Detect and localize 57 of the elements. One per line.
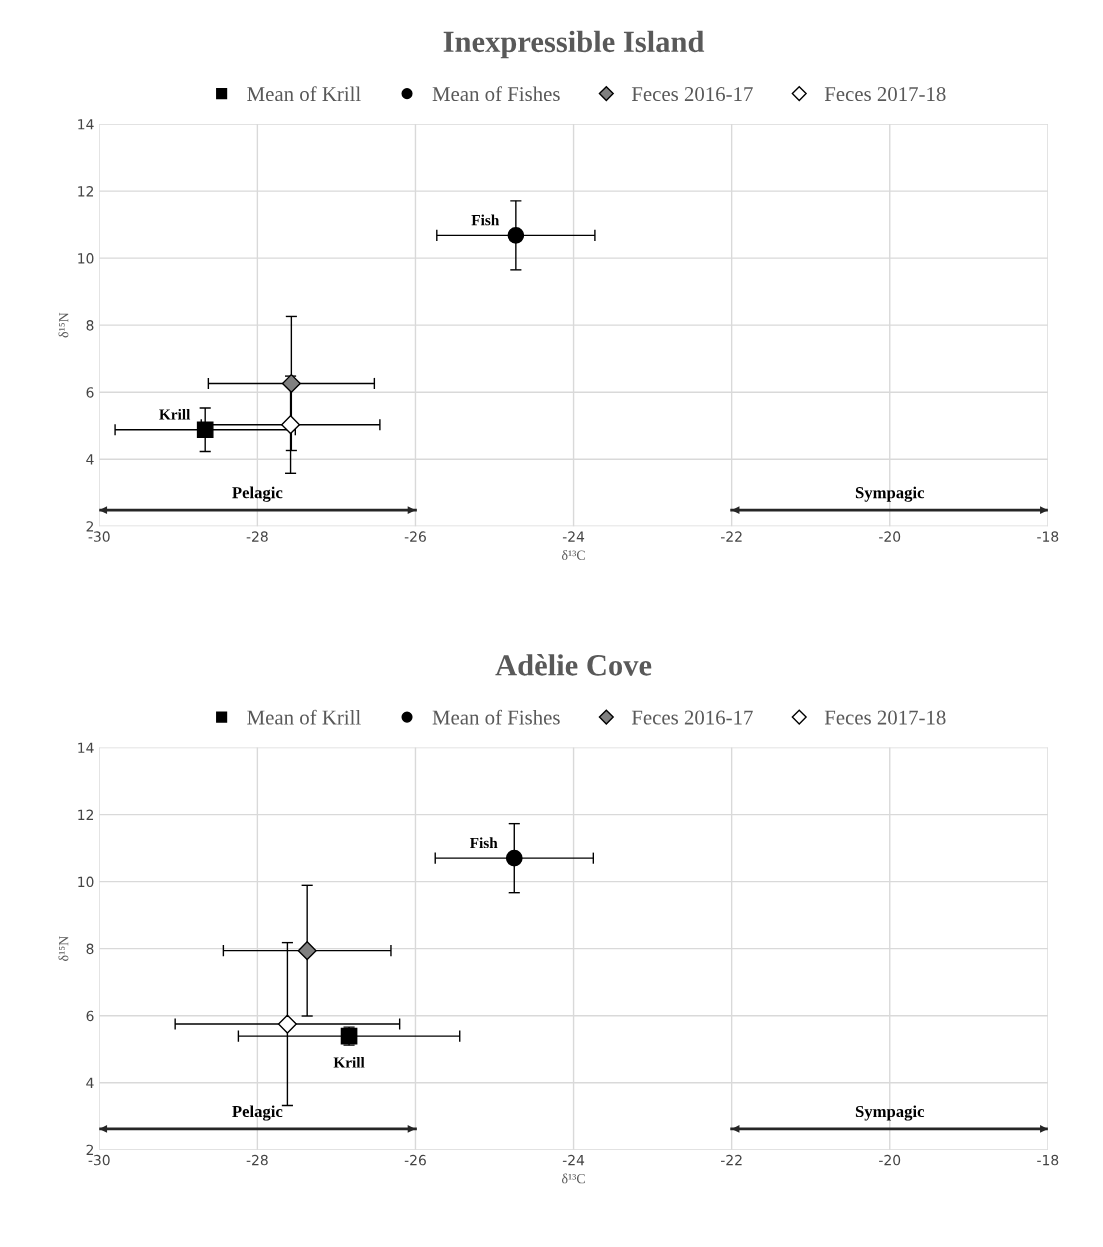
series-label: Pelagic <box>232 486 283 502</box>
x-axis-title: δ¹³C <box>562 550 585 560</box>
legend-label: Feces 2016-17 <box>631 87 753 102</box>
y-tick-label: 2 <box>86 1144 94 1156</box>
y-tick-label: 10 <box>78 253 94 264</box>
x-tick-label: -22 <box>720 1154 742 1166</box>
point <box>281 373 301 394</box>
y-axis-title: δ¹⁵N <box>58 936 69 961</box>
point <box>505 849 523 867</box>
x-tick-label: -24 <box>562 1154 585 1166</box>
y-tick-label: 14 <box>78 119 94 130</box>
legend-label: Feces 2017-18 <box>824 710 946 725</box>
x-tick-label: -28 <box>246 1154 268 1166</box>
x-tick-label: -28 <box>246 531 268 542</box>
y-axis-title: δ¹⁵N <box>58 312 69 338</box>
series-label: Sympagic <box>855 486 925 502</box>
y-tick-label: 6 <box>86 1010 94 1022</box>
annotation: Krill <box>159 408 191 420</box>
legend-label: Feces 2017-18 <box>824 87 946 102</box>
legend-label: Mean of Fishes <box>432 709 560 725</box>
y-tick-label: 14 <box>78 742 94 753</box>
x-axis-title: δ¹³C <box>562 1173 585 1184</box>
x-tick-label: -18 <box>1037 1154 1059 1166</box>
x-tick-label: -22 <box>720 531 742 542</box>
y-tick-label: 6 <box>86 387 94 398</box>
x-tick-label: -30 <box>88 1154 110 1166</box>
legend-label: Mean of Krill <box>247 86 361 102</box>
legend-label: Mean of Fishes <box>432 86 560 102</box>
x-tick-label: -30 <box>88 531 110 542</box>
x-tick-label: -20 <box>879 1154 901 1166</box>
point <box>507 227 525 244</box>
x-tick-label: -18 <box>1037 531 1059 542</box>
y-tick-label: 12 <box>78 809 94 820</box>
y-tick-label: 8 <box>86 320 94 331</box>
annotation: Fish <box>469 837 498 849</box>
y-tick-label: 8 <box>86 943 94 955</box>
point <box>196 421 214 439</box>
series-label: Pelagic <box>232 1105 283 1121</box>
y-tick-label: 12 <box>78 186 94 197</box>
y-tick-label: 4 <box>86 1077 94 1088</box>
y-tick-label: 4 <box>86 454 94 465</box>
x-tick-label: -26 <box>404 531 426 542</box>
point <box>277 1014 297 1034</box>
x-tick-label: -20 <box>879 531 901 542</box>
point <box>281 415 301 435</box>
x-tick-label: -26 <box>404 1154 426 1166</box>
chart-title: Inexpressible Island <box>443 30 705 59</box>
legend-label: Feces 2016-17 <box>631 710 753 725</box>
legend-label: Mean of Krill <box>247 709 361 725</box>
series-label: Sympagic <box>855 1105 925 1121</box>
x-tick-label: -24 <box>562 531 585 542</box>
annotation: Krill <box>333 1056 365 1068</box>
annotation: Fish <box>471 214 500 226</box>
y-tick-label: 10 <box>78 876 94 888</box>
y-tick-label: 2 <box>86 521 94 532</box>
point <box>297 941 317 961</box>
chart-title: Adèlie Cove <box>495 654 652 676</box>
